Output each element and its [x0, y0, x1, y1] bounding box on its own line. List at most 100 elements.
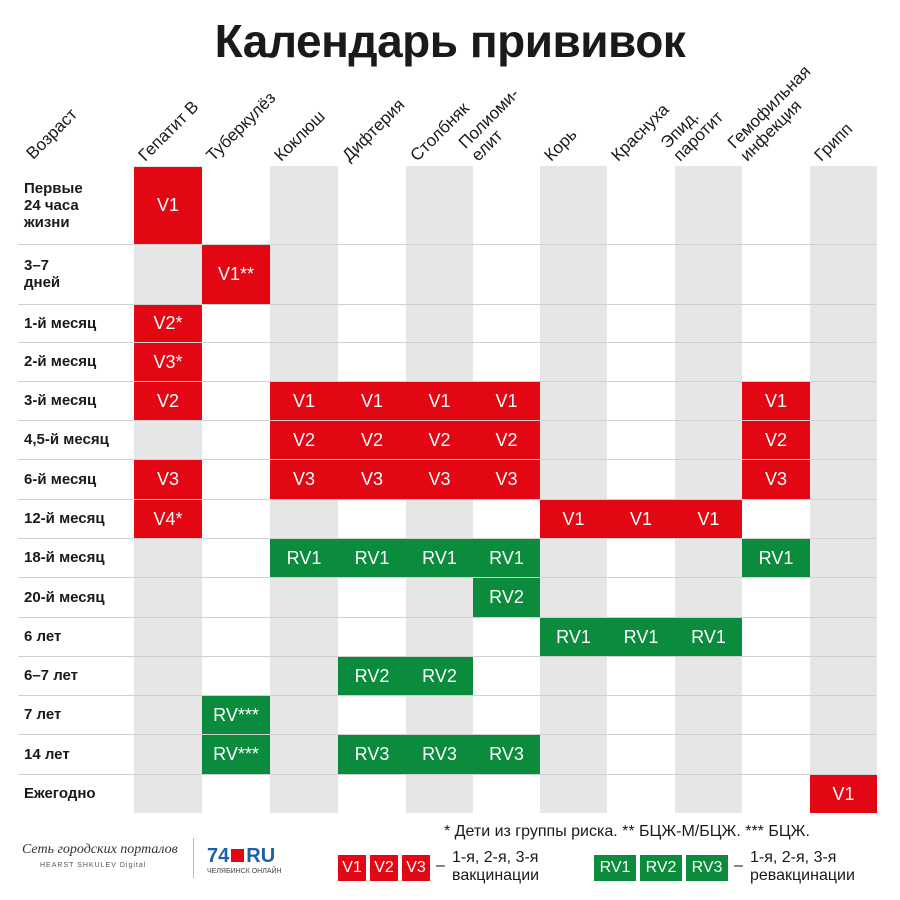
row-label-text: 14 лет — [24, 746, 70, 763]
row-divider — [18, 577, 876, 578]
shaded-column — [675, 166, 742, 813]
row-label: 7 лет — [24, 695, 61, 734]
row-label-line: 18-й месяц — [24, 549, 105, 566]
row-label-text: 18-й месяц — [24, 549, 105, 566]
row-label-text: 7 лет — [24, 706, 61, 723]
row-label-line: 3–7 — [24, 257, 50, 274]
vaccination-cell: V2 — [742, 421, 810, 459]
vaccination-legend-dash: – — [436, 857, 445, 874]
network-logo: Сеть городских порталов — [22, 842, 178, 857]
row-label-line: жизни — [24, 213, 70, 231]
revaccination-cell: RV3 — [473, 735, 540, 774]
revaccination-cell: RV2 — [406, 657, 473, 695]
row-label-text: 12-й месяц — [24, 510, 105, 527]
vaccination-cell: V2 — [270, 421, 338, 459]
row-label-text: 6 лет — [24, 628, 61, 645]
revaccination-legend-line: ревакцинации — [750, 867, 855, 884]
row-divider — [18, 734, 876, 735]
revaccination-cell: RV1 — [675, 618, 742, 656]
revaccination-cell: RV2 — [338, 657, 406, 695]
vaccination-legend-text: 1-я, 2-я, 3-я вакцинации — [452, 849, 539, 885]
row-label-line: 24 часа — [24, 196, 79, 214]
vaccination-cell: V3 — [406, 460, 473, 499]
row-label: 3-й месяц — [24, 381, 96, 420]
row-label-line: 1-й месяц — [24, 314, 97, 332]
row-label-line: 6-й месяц — [24, 470, 97, 488]
vaccination-cell: V1 — [540, 500, 607, 538]
vaccination-cell: V1 — [338, 382, 406, 420]
revaccination-cell: RV3 — [338, 735, 406, 774]
shaded-column — [810, 166, 877, 813]
revaccination-legend-line: 1-я, 2-я, 3-я — [750, 849, 837, 866]
row-label-line: 14 лет — [24, 745, 70, 763]
vaccination-cell: V2 — [338, 421, 406, 459]
row-label-line: 7 лет — [24, 706, 62, 723]
row-label-text: 2-й месяц — [24, 353, 96, 370]
row-label-line: 6–7 лет — [24, 667, 79, 684]
row-divider — [18, 420, 876, 421]
row-label-line: 3-й месяц — [24, 392, 97, 409]
revaccination-cell: RV1 — [473, 539, 540, 577]
row-divider — [18, 244, 876, 245]
row-label-line: 20-й месяц — [24, 588, 105, 606]
shaded-column — [540, 166, 607, 813]
site-logo-square-icon — [231, 849, 245, 862]
row-divider — [18, 617, 876, 618]
vaccination-legend-line: вакцинации — [452, 867, 540, 884]
revaccination-cell: RV1 — [742, 539, 810, 577]
vaccination-cell: V1** — [202, 245, 270, 304]
row-label-text: 4,5-й месяц — [24, 431, 109, 448]
revaccination-cell: RV1 — [270, 539, 338, 577]
row-divider — [18, 459, 876, 460]
row-label: Первые 24 часа жизни — [24, 166, 83, 244]
vaccination-cell: V2* — [134, 305, 202, 342]
row-divider — [18, 695, 876, 696]
revaccination-cell: RV3 — [406, 735, 473, 774]
footnote: * Дети из группы риска. ** БЦЖ-М/БЦЖ. **… — [444, 823, 810, 840]
logo-divider — [193, 838, 194, 878]
row-divider — [18, 656, 876, 657]
revaccination-cell: RV*** — [202, 696, 270, 734]
row-label: 2-й месяц — [24, 342, 96, 381]
row-divider — [18, 499, 876, 500]
row-label: 3–7 дней — [24, 244, 60, 304]
vaccination-cell: V3 — [270, 460, 338, 499]
site-logo-sub: ЧЕЛЯБИНСК ОНЛАЙН — [207, 868, 282, 875]
row-label-text: Ежегодно — [24, 785, 96, 802]
row-label-line: 2-й месяц — [24, 353, 97, 370]
vaccination-cell: V1 — [675, 500, 742, 538]
revaccination-legend-box: RV3 — [686, 855, 728, 881]
row-label-text: 6-й месяц — [24, 471, 96, 488]
row-label: 4,5-й месяц — [24, 420, 109, 459]
site-logo-number: 74 — [207, 845, 230, 867]
vaccination-cell: V2 — [473, 421, 540, 459]
vaccination-legend-box: V3 — [402, 855, 430, 881]
vaccination-cell: V1 — [270, 382, 338, 420]
row-label-line: Первые — [24, 179, 83, 197]
row-label: 20-й месяц — [24, 577, 105, 617]
revaccination-cell: RV2 — [473, 578, 540, 617]
vaccination-legend-box: V1 — [338, 855, 366, 881]
revaccination-cell: RV1 — [540, 618, 607, 656]
revaccination-cell: RV*** — [202, 735, 270, 774]
revaccination-cell: RV1 — [607, 618, 675, 656]
vaccination-cell: V3 — [338, 460, 406, 499]
page-title: Календарь прививок — [214, 15, 686, 67]
site-logo-suffix: RU — [246, 845, 276, 867]
row-label: 6-й месяц — [24, 459, 96, 499]
row-label: 6–7 лет — [24, 656, 78, 695]
vaccination-cell: V1 — [607, 500, 675, 538]
vaccination-cell: V1 — [134, 167, 202, 244]
revaccination-legend-text: 1-я, 2-я, 3-я ревакцинации — [750, 849, 855, 885]
row-label-line: 12-й месяц — [24, 510, 105, 527]
vaccination-cell: V1 — [742, 382, 810, 420]
row-label-line: дней — [24, 274, 61, 291]
row-divider — [18, 538, 876, 539]
vaccination-cell: V3 — [134, 460, 202, 499]
row-label: 14 лет — [24, 734, 70, 774]
row-label-text: 20-й месяц — [24, 589, 105, 606]
row-divider — [18, 774, 876, 775]
row-divider — [18, 381, 876, 382]
vaccination-cell: V1 — [473, 382, 540, 420]
